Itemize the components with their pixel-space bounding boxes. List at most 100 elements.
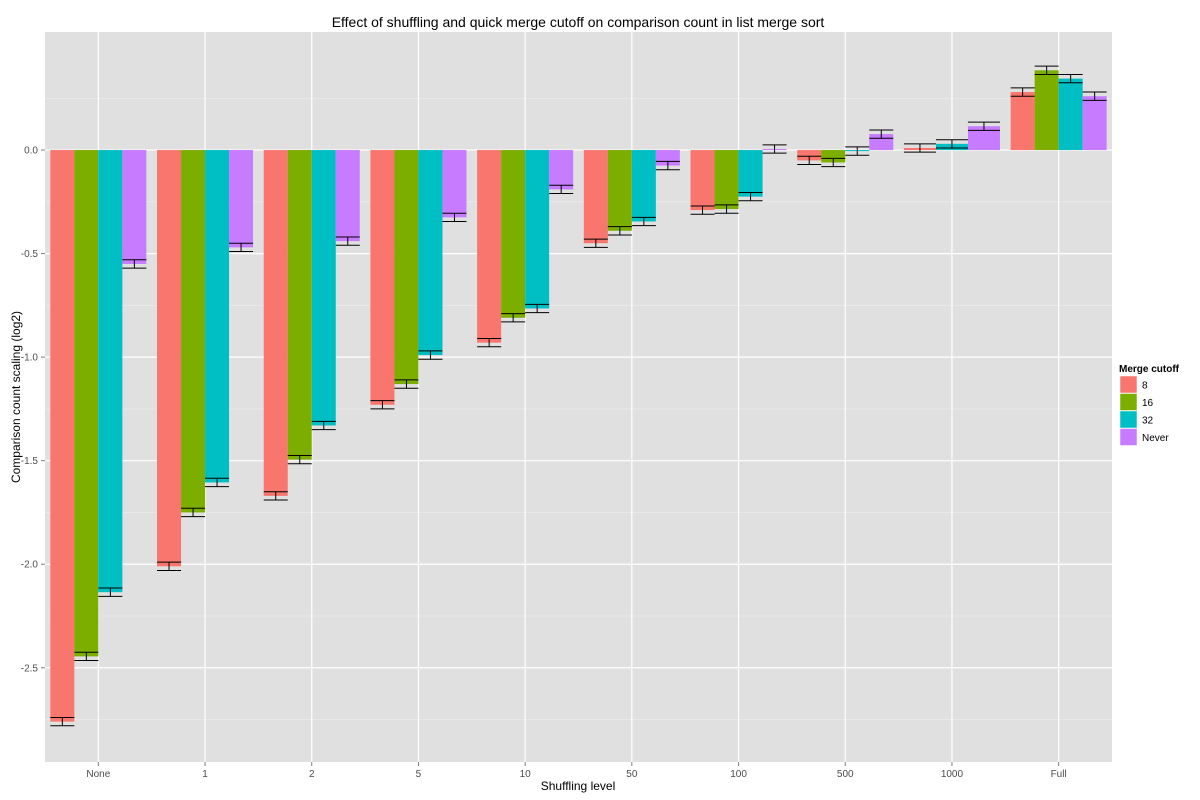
error-bar (525, 303, 550, 314)
bar-32-full (1058, 78, 1083, 151)
bar-32-2 (311, 150, 336, 426)
error-bar (418, 350, 443, 360)
bar-32-1 (205, 150, 230, 483)
error-bar (501, 313, 526, 323)
error-bars (50, 65, 1107, 727)
error-bar (74, 651, 99, 662)
y-tick-label: -2.5 (21, 663, 39, 674)
bar-never-none (122, 150, 147, 264)
error-bar (370, 400, 395, 410)
error-bar (549, 184, 574, 195)
error-bar (98, 587, 123, 597)
y-tick-label: -2.0 (21, 560, 39, 571)
bar-16-50 (607, 150, 632, 231)
error-bar (442, 212, 467, 222)
legend-label: 32 (1142, 416, 1154, 427)
bar-8-5 (370, 150, 395, 405)
error-bar (181, 507, 206, 518)
x-tick-label: 100 (730, 769, 747, 780)
bar-8-50 (583, 150, 608, 244)
bar-8-10 (477, 150, 502, 343)
legend-key-16 (1119, 393, 1138, 411)
error-bar (50, 716, 75, 727)
error-bar (821, 157, 846, 168)
bar-16-2 (287, 150, 312, 460)
error-bar (690, 205, 715, 215)
legend-label: 8 (1142, 381, 1148, 392)
error-bar (1034, 65, 1059, 75)
error-bar (935, 139, 968, 149)
error-bar (263, 491, 288, 501)
error-bar (631, 216, 656, 227)
x-tick-label: 5 (416, 769, 422, 780)
bar-16-10 (501, 150, 526, 318)
x-tick-label: 1 (202, 769, 208, 780)
bar-8-2 (263, 150, 288, 496)
bar-8-500 (797, 150, 822, 161)
bar-16-100 (714, 150, 739, 210)
bar-never-1000 (967, 126, 1000, 151)
legend-key-32 (1119, 410, 1138, 429)
error-bar (845, 146, 870, 156)
error-bar (762, 144, 787, 154)
error-bar (229, 242, 254, 253)
bar-16-5 (394, 150, 419, 385)
bar-32-50 (631, 150, 656, 222)
x-axis-title: Shuffling level (541, 779, 616, 793)
bar-8-100 (690, 150, 715, 211)
error-bar (967, 121, 1000, 131)
error-bar (797, 155, 822, 166)
error-bar (738, 191, 763, 202)
error-bar (311, 420, 336, 431)
y-tick-label: -1.0 (21, 353, 39, 364)
error-bar (122, 259, 147, 269)
error-bar (335, 236, 360, 246)
error-bar (583, 238, 608, 248)
bar-16-1 (181, 150, 206, 513)
y-tick-label: -1.5 (21, 456, 39, 467)
x-tick-label: 50 (626, 769, 638, 780)
bar-8-none (50, 150, 75, 722)
x-tick-label: 10 (520, 769, 532, 780)
error-bar (714, 204, 739, 214)
bar-never-1 (229, 150, 254, 248)
error-bar (655, 160, 680, 171)
bar-32-100 (738, 150, 763, 197)
bar-16-500 (821, 150, 846, 163)
x-tick-label: Full (1051, 769, 1067, 780)
bar-never-5 (442, 150, 467, 218)
bar-32-10 (525, 150, 550, 309)
x-tick-label: 2 (309, 769, 315, 780)
chart-title: Effect of shuffling and quick merge cuto… (332, 14, 825, 30)
legend: Merge cutoff 8 16 32 Never (1119, 364, 1180, 446)
bar-16-none (74, 150, 99, 657)
bar-never-10 (549, 150, 574, 190)
bar-32-5 (418, 150, 443, 356)
error-bar (287, 455, 312, 465)
y-axis-title: Comparison count scaling (log2) (9, 311, 23, 483)
y-axis: -2.5 -2.0 -1.5 -1.0 -0.5 0.0 (21, 146, 45, 674)
error-bar (903, 143, 936, 153)
y-tick-label: -0.5 (21, 249, 39, 260)
legend-label: 16 (1142, 398, 1154, 409)
error-bar (1010, 87, 1035, 97)
legend-title: Merge cutoff (1119, 364, 1180, 375)
legend-key-8 (1119, 375, 1138, 394)
bar-16-full (1034, 70, 1059, 151)
x-tick-label: 500 (837, 769, 854, 780)
legend-label: Never (1142, 433, 1169, 444)
error-bar (1082, 91, 1107, 101)
bar-8-1 (157, 150, 182, 567)
bar-8-full (1010, 92, 1035, 151)
error-bar (477, 337, 502, 348)
error-bar (394, 379, 419, 389)
bar-32-none (98, 150, 123, 593)
bars (50, 70, 1107, 722)
x-axis: None 1 2 5 10 50 100 500 1000 Full (86, 762, 1067, 780)
error-bar (1058, 73, 1083, 84)
x-tick-label: None (86, 769, 110, 780)
error-bar (205, 477, 230, 488)
y-tick-label: 0.0 (24, 146, 38, 157)
error-bar (157, 561, 182, 571)
